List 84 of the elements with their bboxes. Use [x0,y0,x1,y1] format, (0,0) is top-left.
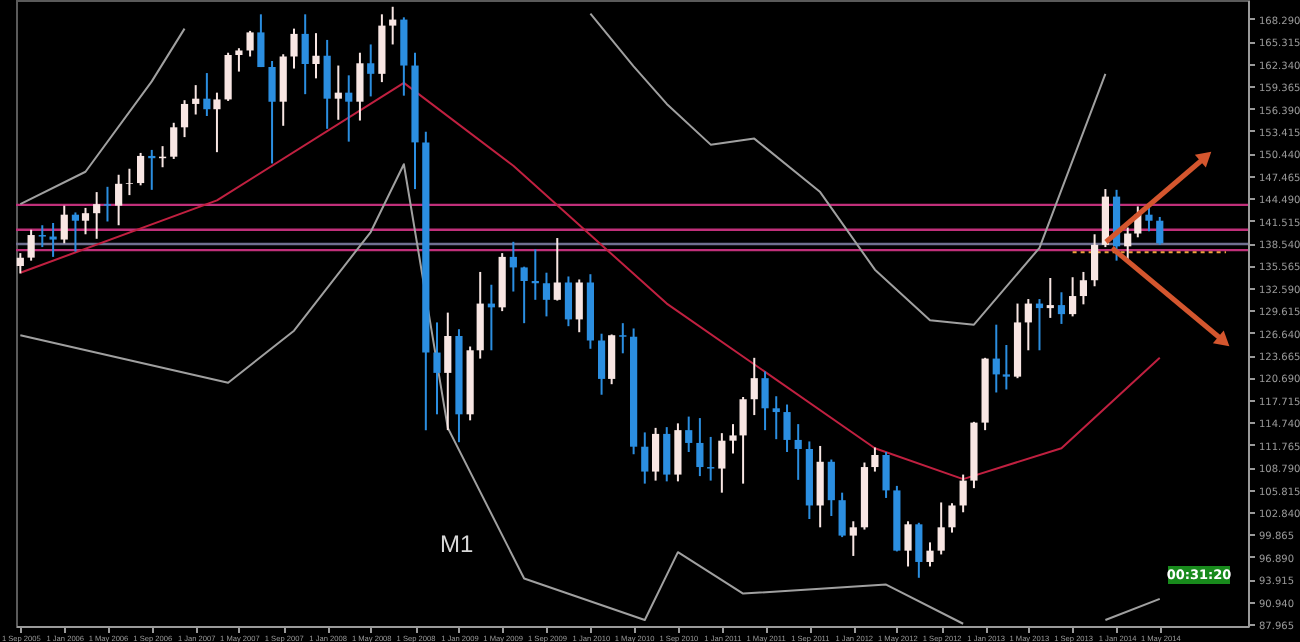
candlestick [257,13,265,69]
candlestick [1024,298,1032,352]
candlestick [685,415,693,453]
candlestick [356,51,364,122]
candlestick [959,473,967,514]
candlestick [696,417,704,478]
candlestick [334,64,342,121]
candlestick [301,13,309,96]
candlestick [367,43,375,98]
candlestick [619,322,627,355]
candlestick [992,323,1000,394]
candlestick [224,51,232,102]
candlestick [1124,226,1132,261]
candlestick [16,252,24,275]
candlestick [213,91,221,154]
candlestick [948,502,956,534]
candlestick [816,444,824,529]
candlestick [553,237,561,302]
candlestick [926,541,934,568]
candlestick [1156,215,1164,246]
candlestick [729,423,737,455]
candlestick [564,275,573,328]
candlestick [651,426,660,482]
candlestick [27,228,35,262]
candlestick [400,16,408,97]
candlestick [170,121,178,160]
candlestick [783,403,791,453]
candlestick [761,370,769,432]
candlestick [1145,206,1153,233]
candlestick [707,435,715,482]
candlestick [290,27,298,70]
candlestick [246,29,254,58]
candlestick [663,426,671,483]
candlestick [93,191,101,240]
candlestick [882,450,890,499]
candlestick [433,321,441,416]
candlestick [268,60,276,165]
candlestick [137,151,145,187]
candlestick [597,332,606,396]
candlestick [60,204,68,245]
candlestick [849,520,857,557]
candlestick [904,520,912,568]
candlestick [312,32,320,80]
candlestick [750,356,758,417]
candlestick [323,38,331,130]
candlestick [1046,276,1054,319]
candlestick [1057,291,1066,325]
candlestick [49,221,57,258]
candlestick [739,395,747,485]
candlestick [1069,276,1077,318]
candlestick [871,446,879,473]
candlestick [827,458,835,518]
candlestick [542,271,551,318]
candlestick [389,5,397,46]
candlestick [115,173,123,227]
candlestick [772,395,780,441]
candlestick [81,206,90,236]
candlestick [180,99,189,139]
candlestick [838,491,846,539]
candlestick [279,53,287,127]
candlestick [192,84,200,116]
candlestick [509,240,517,293]
annotation: M1 [440,530,474,558]
candlestick [203,72,211,118]
candlestick [71,211,80,253]
candlestick [476,270,484,360]
candlestick [125,167,134,197]
candlestick [520,265,528,325]
candlestick [1002,344,1010,391]
candlestick [1090,233,1099,288]
candlestick [345,74,353,143]
candlestick [38,224,46,249]
candlestick [575,278,583,334]
candlestick [937,501,945,556]
candlestick [103,185,112,223]
candlestick [915,521,923,579]
candlestick [235,47,243,73]
candlestick [718,432,726,494]
candlestick [1079,270,1088,306]
candlestick [608,333,616,386]
candlestick [674,422,682,483]
candlestick [641,431,649,485]
candlestick [794,423,802,481]
candlestick [444,311,452,432]
